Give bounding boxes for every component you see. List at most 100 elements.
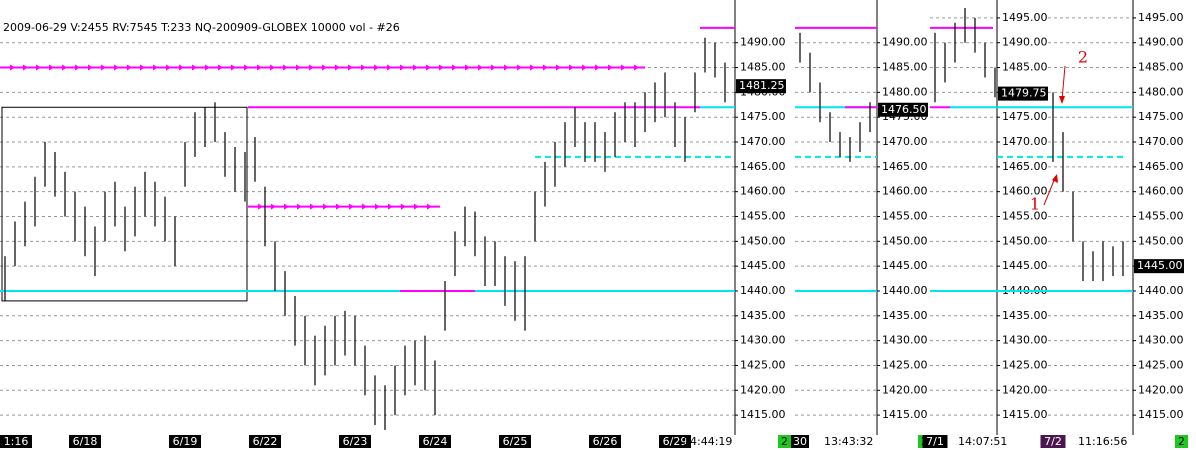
x-tick-label: 6/22 [253, 435, 278, 448]
annotation-arrow-head [1059, 96, 1065, 104]
x-tick-label: 7/2 [1044, 435, 1062, 448]
x-tick-label: 6/19 [173, 435, 198, 448]
x-tick-label: 6/26 [593, 435, 618, 448]
level-arrow [349, 203, 354, 210]
level-arrow [218, 64, 223, 71]
annotation: 2 [1078, 48, 1088, 67]
x-label-box [249, 435, 281, 448]
y-tick-label: 1465.00 [882, 160, 928, 173]
level-arrow [88, 64, 93, 71]
y-tick-label: 1415.00 [1002, 408, 1048, 421]
y-tick-label: 1420.00 [740, 383, 786, 396]
level-arrow [504, 64, 509, 71]
last-price-label: 1479.75 [1001, 87, 1047, 100]
level-arrow [335, 64, 340, 71]
level-arrow [258, 203, 263, 210]
y-tick-label: 1425.00 [1138, 358, 1184, 371]
badge: 2 [781, 435, 788, 448]
y-tick-label: 1470.00 [1138, 135, 1184, 148]
chart-title: 2009-06-29 V:2455 RV:7545 T:233 NQ-20090… [3, 21, 400, 34]
level-arrow [387, 64, 392, 71]
level-arrow [621, 64, 626, 71]
level-arrow [361, 64, 366, 71]
y-tick-label: 1435.00 [740, 309, 786, 322]
y-tick-label: 1490.00 [1002, 36, 1048, 49]
y-tick-label: 1445.00 [740, 259, 786, 272]
y-tick-label: 1450.00 [1002, 234, 1048, 247]
y-tick-label: 1485.00 [740, 61, 786, 74]
x-label-box [339, 435, 371, 448]
y-tick-label: 1485.00 [1138, 61, 1184, 74]
level-arrow [465, 64, 470, 71]
last-price-box [736, 79, 786, 94]
level-arrow [127, 64, 132, 71]
y-tick-label: 1460.00 [1002, 185, 1048, 198]
y-tick-label: 1495.00 [1002, 11, 1048, 24]
x-label-box [659, 435, 691, 448]
level-arrow [362, 203, 367, 210]
level-arrow [283, 64, 288, 71]
y-tick-label: 1445.00 [1002, 259, 1048, 272]
y-tick-label: 1475.00 [1138, 110, 1184, 123]
y-tick-label: 1415.00 [1138, 408, 1184, 421]
level-arrow [309, 64, 314, 71]
y-tick-label: 1490.00 [740, 36, 786, 49]
y-tick-label: 1460.00 [1138, 185, 1184, 198]
x-label-box [419, 435, 451, 448]
x-tick-label: 7/1 [926, 435, 944, 448]
level-arrow [140, 64, 145, 71]
x-tick-label: 6/23 [343, 435, 368, 448]
y-tick-label: 1465.00 [1138, 160, 1184, 173]
level-arrow [75, 64, 80, 71]
y-tick-label: 1435.00 [882, 309, 928, 322]
y-tick-label: 1435.00 [1002, 309, 1048, 322]
level-arrow [310, 203, 315, 210]
level-arrow [426, 64, 431, 71]
level-arrow [608, 64, 613, 71]
y-tick-label: 1495.00 [1138, 11, 1184, 24]
level-arrow [166, 64, 171, 71]
y-tick-label: 1420.00 [1138, 383, 1184, 396]
y-tick-label: 1430.00 [1138, 334, 1184, 347]
level-arrow [388, 203, 393, 210]
level-arrow [336, 203, 341, 210]
level-arrow [569, 64, 574, 71]
y-tick-label: 1490.00 [1138, 36, 1184, 49]
y-tick-label: 1465.00 [740, 160, 786, 173]
badge-box [778, 435, 791, 448]
last-price-label: 1476.50 [881, 103, 927, 116]
level-arrow [101, 64, 106, 71]
x-label-box [169, 435, 201, 448]
x-label-box [69, 435, 101, 448]
x-tick-label: 6/18 [73, 435, 98, 448]
y-tick-label: 1480.00 [1138, 85, 1184, 98]
y-tick-label: 1435.00 [1138, 309, 1184, 322]
level-arrow [582, 64, 587, 71]
range-box [1, 106, 248, 302]
y-tick-label: 1470.00 [1002, 135, 1048, 148]
y-tick-label: 1490.00 [882, 36, 928, 49]
y-tick-label: 1415.00 [882, 408, 928, 421]
x-label-box [499, 435, 531, 448]
annotation-arrow-head [1052, 174, 1058, 183]
last-price-label: 1481.25 [739, 79, 785, 92]
x-label-box [791, 435, 809, 448]
y-tick-label: 1485.00 [882, 61, 928, 74]
level-arrow [23, 64, 28, 71]
y-tick-label: 1415.00 [740, 408, 786, 421]
level-arrow [205, 64, 210, 71]
x-label-box [922, 435, 948, 448]
x-tick-label: 30 [793, 435, 807, 448]
level-arrow [543, 64, 548, 71]
time-label: 14:44:19 [683, 435, 732, 448]
level-arrow [439, 64, 444, 71]
y-tick-label: 1475.00 [1002, 110, 1048, 123]
y-tick-label: 1485.00 [1002, 61, 1048, 74]
level-arrow [595, 64, 600, 71]
time-label: 14:07:51 [958, 435, 1007, 448]
level-arrow [36, 64, 41, 71]
level-arrow [374, 64, 379, 71]
y-tick-label: 1450.00 [740, 234, 786, 247]
annotation: 1 [1030, 195, 1040, 214]
